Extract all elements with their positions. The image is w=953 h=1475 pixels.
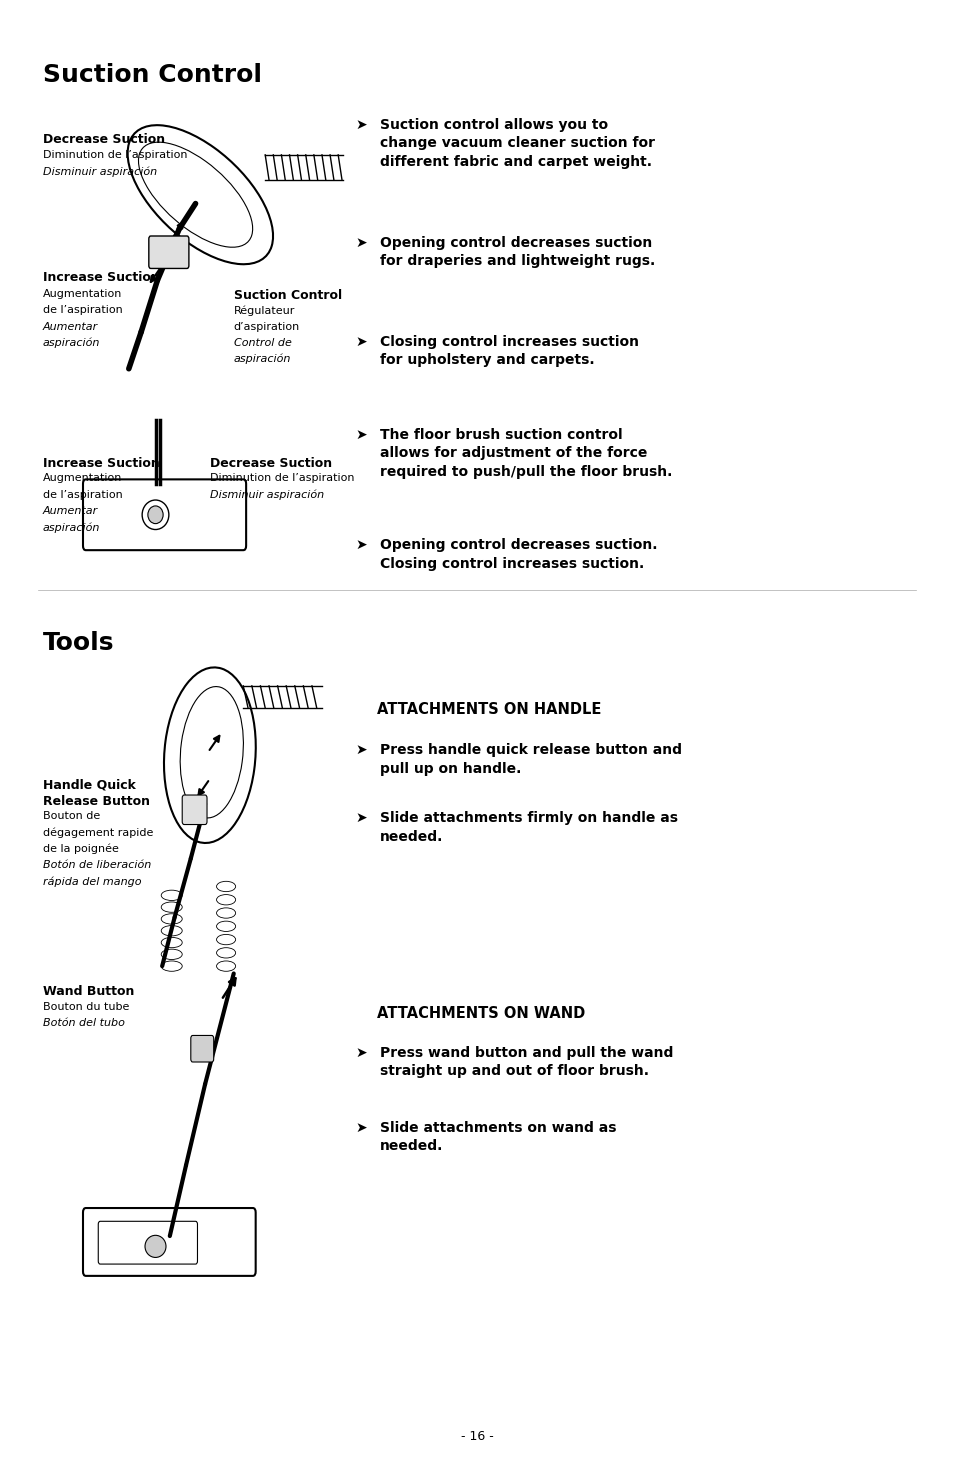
- Text: ➤: ➤: [355, 1121, 367, 1134]
- Text: Wand Button: Wand Button: [43, 985, 134, 999]
- Text: Régulateur: Régulateur: [233, 305, 294, 316]
- Text: Slide attachments on wand as
needed.: Slide attachments on wand as needed.: [379, 1121, 616, 1153]
- Text: dégagement rapide: dégagement rapide: [43, 827, 153, 838]
- Text: d’aspiration: d’aspiration: [233, 322, 299, 332]
- Text: Suction control allows you to
change vacuum cleaner suction for
different fabric: Suction control allows you to change vac…: [379, 118, 654, 168]
- Text: ➤: ➤: [355, 743, 367, 757]
- Text: ATTACHMENTS ON WAND: ATTACHMENTS ON WAND: [376, 1006, 584, 1021]
- Text: Increase Suction: Increase Suction: [43, 457, 159, 471]
- Text: ➤: ➤: [355, 538, 367, 552]
- Text: aspiración: aspiración: [233, 354, 291, 364]
- Text: The floor brush suction control
allows for adjustment of the force
required to p: The floor brush suction control allows f…: [379, 428, 671, 478]
- Text: Botón del tubo: Botón del tubo: [43, 1018, 125, 1028]
- Text: ➤: ➤: [355, 428, 367, 441]
- Text: aspiración: aspiración: [43, 522, 100, 532]
- Text: Decrease Suction: Decrease Suction: [210, 457, 332, 471]
- Text: Increase Suction: Increase Suction: [43, 271, 159, 285]
- Text: aspiración: aspiración: [43, 338, 100, 348]
- Text: Augmentation: Augmentation: [43, 473, 122, 484]
- Text: Diminution de l’aspiration: Diminution de l’aspiration: [210, 473, 354, 484]
- Text: ➤: ➤: [355, 1046, 367, 1059]
- Text: ➤: ➤: [355, 118, 367, 131]
- Text: Slide attachments firmly on handle as
needed.: Slide attachments firmly on handle as ne…: [379, 811, 677, 844]
- Text: ➤: ➤: [355, 335, 367, 348]
- Text: Diminution de l’aspiration: Diminution de l’aspiration: [43, 150, 187, 161]
- Text: Aumentar: Aumentar: [43, 322, 98, 332]
- Text: Tools: Tools: [43, 631, 114, 655]
- Text: Augmentation: Augmentation: [43, 289, 122, 299]
- Text: Disminuir aspiración: Disminuir aspiración: [210, 490, 324, 500]
- Text: Suction Control: Suction Control: [233, 289, 341, 302]
- Ellipse shape: [148, 506, 163, 524]
- Ellipse shape: [145, 1236, 166, 1257]
- Text: ➤: ➤: [355, 811, 367, 825]
- Text: Disminuir aspiración: Disminuir aspiración: [43, 167, 157, 177]
- Text: Handle Quick: Handle Quick: [43, 779, 135, 792]
- Text: rápida del mango: rápida del mango: [43, 876, 141, 886]
- Text: - 16 -: - 16 -: [460, 1429, 493, 1443]
- Text: Aumentar: Aumentar: [43, 506, 98, 516]
- Text: Press handle quick release button and
pull up on handle.: Press handle quick release button and pu…: [379, 743, 681, 776]
- Text: Botón de liberación: Botón de liberación: [43, 860, 151, 870]
- Text: Bouton de: Bouton de: [43, 811, 100, 822]
- FancyBboxPatch shape: [191, 1035, 213, 1062]
- Text: de l’aspiration: de l’aspiration: [43, 305, 123, 316]
- FancyBboxPatch shape: [182, 795, 207, 825]
- Text: Control de: Control de: [233, 338, 292, 348]
- Text: Decrease Suction: Decrease Suction: [43, 133, 165, 146]
- Text: Opening control decreases suction
for draperies and lightweight rugs.: Opening control decreases suction for dr…: [379, 236, 655, 268]
- Text: ATTACHMENTS ON HANDLE: ATTACHMENTS ON HANDLE: [376, 702, 600, 717]
- Text: Bouton du tube: Bouton du tube: [43, 1002, 130, 1012]
- Text: Press wand button and pull the wand
straight up and out of floor brush.: Press wand button and pull the wand stra…: [379, 1046, 673, 1078]
- Text: ➤: ➤: [355, 236, 367, 249]
- Text: de la poignée: de la poignée: [43, 844, 119, 854]
- Text: Suction Control: Suction Control: [43, 63, 262, 87]
- Text: Closing control increases suction
for upholstery and carpets.: Closing control increases suction for up…: [379, 335, 638, 367]
- Text: Release Button: Release Button: [43, 795, 150, 808]
- Text: Opening control decreases suction.
Closing control increases suction.: Opening control decreases suction. Closi…: [379, 538, 657, 571]
- FancyBboxPatch shape: [149, 236, 189, 268]
- Text: de l’aspiration: de l’aspiration: [43, 490, 123, 500]
